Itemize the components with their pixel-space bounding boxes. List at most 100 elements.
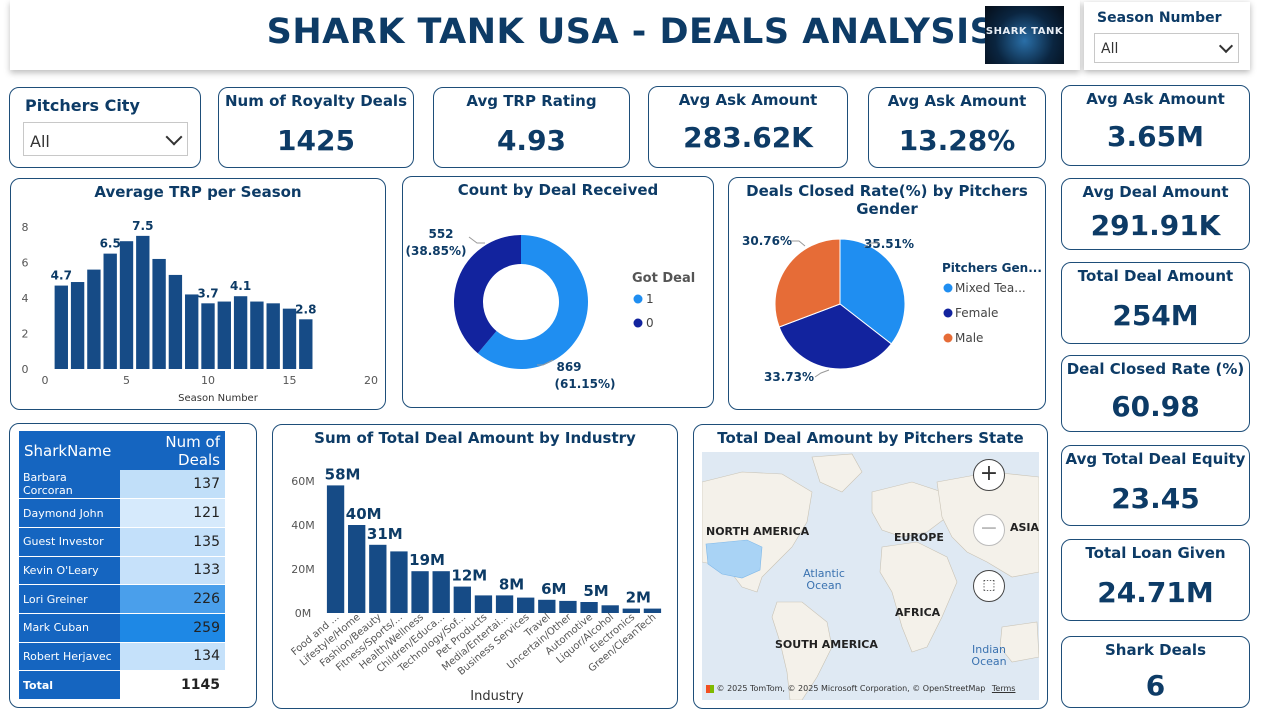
y-tick-label: 4	[22, 292, 29, 305]
x-tick-label: 10	[201, 374, 215, 387]
label-asia: ASIA	[1010, 521, 1039, 534]
bar	[390, 551, 408, 613]
kpi-avg-trp: Avg TRP Rating 4.93	[433, 87, 630, 168]
data-label: 2.8	[295, 302, 316, 316]
kpi-title: Shark Deals	[1104, 641, 1206, 659]
zoom-out-button[interactable]: −	[973, 514, 1005, 546]
x-tick-label: 20	[364, 374, 378, 387]
slice-label: 30.76%	[742, 234, 792, 248]
kpi-value: 13.28%	[898, 124, 1016, 157]
microsoft-logo-icon	[706, 684, 714, 693]
trp-bar-chart: 0 2 4 6 8 0 5 10 15 20 Season Number 4.7 6.5 7.5 3.7 4.…	[22, 219, 379, 404]
shark-name-cell: Robert Herjavec	[19, 642, 120, 672]
column-header-num-deals[interactable]: Num of Deals	[165, 432, 220, 469]
south-america-land	[771, 601, 833, 700]
bar	[453, 586, 471, 613]
kpi-title: Num of Royalty Deals	[224, 92, 408, 110]
leader-line	[791, 240, 806, 247]
shark-deals-table: SharkName Num of Deals Barbara Corcoran 1…	[19, 431, 225, 699]
leader-line	[537, 359, 554, 366]
bar	[643, 608, 662, 613]
y-tick-label: 0	[22, 363, 29, 376]
kpi-title: Avg Total Deal Equity	[1065, 450, 1246, 468]
legend-title: Pitchers Gen...	[942, 261, 1042, 275]
bar	[201, 303, 215, 369]
city-slicer-label: Pitchers City	[25, 96, 140, 115]
slice-label: 869	[556, 360, 581, 374]
bar	[152, 258, 166, 369]
city-dropdown-value: All	[30, 132, 50, 151]
terms-link[interactable]: Terms	[991, 684, 1016, 693]
bar	[432, 571, 450, 613]
season-slicer-label: Season Number	[1097, 10, 1222, 26]
kpi-value: 291.91K	[1090, 209, 1221, 242]
kpi-value: 23.45	[1111, 482, 1200, 515]
x-axis-label: Season Number	[178, 393, 259, 404]
data-label: 6.5	[100, 237, 121, 251]
chart-title: Total Deal Amount by Pitchers State	[717, 429, 1024, 447]
column-header-sharkname[interactable]: SharkName	[24, 441, 112, 460]
legend-label: 1	[646, 292, 654, 306]
season-dropdown[interactable]: All	[1094, 33, 1239, 63]
bar	[119, 241, 134, 369]
season-slicer[interactable]: Season Number All	[1084, 2, 1250, 70]
australia-land	[999, 621, 1039, 663]
bar	[495, 595, 514, 613]
kpi-avg-deal-amount: Avg Deal Amount 291.91K	[1061, 178, 1250, 250]
bar	[601, 605, 619, 613]
table-total-row: Total 1145	[19, 670, 225, 699]
x-axis-label: Industry	[470, 689, 524, 704]
kpi-title: Avg Ask Amount	[1086, 90, 1225, 108]
table-row[interactable]: Kevin O'Leary 133	[19, 556, 225, 586]
bar	[348, 525, 366, 613]
kpi-value: 6	[1145, 669, 1166, 702]
city-slicer[interactable]: Pitchers City All	[9, 87, 201, 168]
city-dropdown[interactable]: All	[23, 122, 188, 156]
kpi-total-deal-amount: Total Deal Amount 254M	[1061, 262, 1250, 344]
data-label: 3.7	[197, 286, 218, 300]
data-label: 58M	[325, 465, 361, 483]
y-tick-label: 6	[22, 257, 29, 270]
data-label: 31M	[367, 525, 403, 543]
kpi-title: Avg Ask Amount	[887, 92, 1027, 110]
greenland-land	[811, 453, 863, 493]
bar	[411, 571, 429, 613]
shark-name-cell: Guest Investor	[19, 527, 120, 557]
world-map[interactable]: NORTH AMERICA EUROPE ASIA AFRICA SOUTH A…	[702, 452, 1039, 700]
kpi-title: Total Loan Given	[1085, 544, 1226, 562]
select-area-button[interactable]: ⬚	[973, 570, 1005, 602]
shark-name-cell: Mark Cuban	[19, 613, 120, 643]
bar	[538, 599, 556, 613]
table-row[interactable]: Mark Cuban 259	[19, 613, 225, 643]
legend-label: Mixed Tea...	[955, 281, 1026, 295]
shark-name-cell: Daymond John	[19, 498, 120, 528]
data-label: 40M	[346, 505, 382, 523]
kpi-value: 3.65M	[1107, 120, 1204, 153]
bar	[217, 301, 231, 369]
y-tick-label: 20M	[291, 563, 315, 576]
chart-title: Average TRP per Season	[94, 183, 302, 201]
bar	[185, 294, 199, 369]
shark-tank-logo: SHARK TANK	[985, 6, 1064, 64]
table-row[interactable]: Barbara Corcoran 137	[19, 470, 225, 500]
data-label: 5M	[583, 582, 608, 600]
shark-name-cell: Barbara Corcoran	[19, 470, 120, 500]
table-row[interactable]: Lori Greiner 226	[19, 584, 225, 614]
zoom-in-button[interactable]: +	[973, 459, 1005, 491]
y-tick-label: 40M	[291, 519, 315, 532]
kpi-title: Avg Ask Amount	[678, 91, 818, 109]
gender-pie-chart: 35.51% 33.73% 30.76% Pitchers Gen... Mixed T…	[742, 234, 1042, 384]
kpi-total-loan-given: Total Loan Given 24.71M	[1061, 539, 1250, 621]
kpi-value: 4.93	[496, 124, 567, 157]
kpi-deal-closed-rate: Deal Closed Rate (%) 60.98	[1061, 355, 1250, 432]
donut-slice	[477, 235, 588, 369]
data-label: 2M	[626, 589, 651, 607]
num-deals-cell: 133	[119, 556, 225, 586]
table-row[interactable]: Guest Investor 135	[19, 527, 225, 557]
x-tick-label: 0	[42, 374, 49, 387]
chart-title: Sum of Total Deal Amount by Industry	[314, 429, 636, 447]
legend-marker	[943, 333, 953, 343]
map-land-svg	[702, 453, 1039, 700]
table-row[interactable]: Robert Herjavec 134	[19, 642, 225, 672]
table-row[interactable]: Daymond John 121	[19, 498, 225, 528]
